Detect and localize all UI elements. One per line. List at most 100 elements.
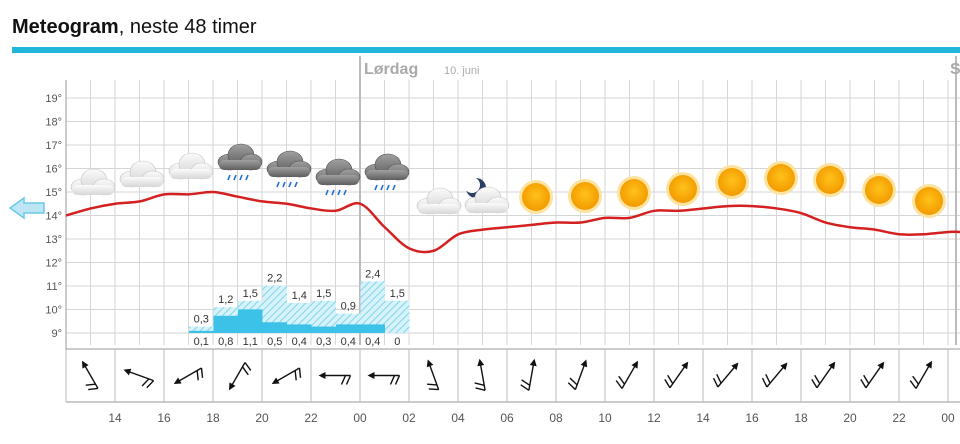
x-tick-label: 14 [696, 411, 710, 425]
wind-head [477, 358, 485, 367]
precip-bar-min [238, 309, 263, 333]
wind-arrow-icon [615, 360, 638, 389]
day-date: 10. juni [444, 65, 479, 77]
wind-barb [664, 378, 671, 389]
sun-disc [669, 175, 697, 203]
cloud-base [121, 177, 163, 187]
wind-barb [811, 378, 818, 389]
sun-disc [915, 187, 943, 215]
x-tick-label: 12 [647, 411, 661, 425]
wind-barb [345, 375, 352, 385]
x-tick-label: 08 [549, 411, 563, 425]
rain-drop [282, 181, 286, 188]
cloud-base [366, 170, 408, 180]
wind-barb [860, 378, 867, 389]
cloud-rain-icon [315, 158, 361, 196]
nav-arrow-shape[interactable] [8, 196, 45, 220]
precip-bar-min [336, 324, 361, 333]
y-tick-label: 11° [46, 281, 62, 293]
y-tick-label: 15° [45, 187, 62, 199]
wind-barb [475, 387, 486, 391]
wind-barb [146, 380, 155, 389]
precip-max-label: 2,2 [267, 273, 282, 285]
wind-arrow-icon [520, 358, 537, 391]
wind-head [681, 361, 689, 370]
rain-drop [227, 174, 231, 181]
sun-icon [666, 172, 700, 206]
wind-barb [569, 377, 578, 386]
x-tick-label: 18 [794, 411, 808, 425]
wind-arrow-icon [229, 362, 252, 391]
x-tick-label: 22 [892, 411, 906, 425]
wind-barb [474, 382, 485, 387]
sun-icon [519, 180, 553, 214]
y-tick-label: 13° [45, 234, 62, 246]
wind-barb [761, 377, 768, 388]
wind-head [631, 360, 638, 369]
y-tick-label: 16° [45, 164, 62, 176]
wind-barb [567, 382, 576, 391]
wind-arrow-icon [712, 362, 739, 388]
wind-arrow-icon [909, 360, 932, 389]
wind-barb [863, 374, 870, 385]
x-tick-label: 04 [451, 411, 465, 425]
precip-max-label: 1,5 [243, 288, 258, 300]
rain-drop [386, 184, 390, 191]
title-rest: , neste 48 timer [118, 16, 257, 38]
next-day-label: S [950, 61, 960, 78]
wind-barb [244, 362, 252, 371]
cloud-base [219, 160, 261, 170]
precip-max-label: 0,3 [194, 314, 209, 326]
wind-barb [667, 374, 674, 385]
wind-head [318, 372, 326, 379]
wind-barb [618, 375, 626, 385]
wind-barb [521, 379, 531, 386]
x-tick-label: 18 [206, 411, 220, 425]
cloud-rain-icon [266, 150, 312, 188]
rain-drop [374, 184, 378, 191]
precip-max-label: 1,5 [390, 288, 405, 300]
wind-arrows [82, 358, 932, 391]
rain-drop [392, 184, 396, 191]
sun-icon [715, 165, 749, 199]
wind-barb [294, 370, 297, 381]
precip-bar-min [189, 330, 214, 333]
wind-barb [909, 380, 917, 389]
wind-barb [141, 378, 150, 387]
precip-min-label: 0,4 [341, 336, 356, 348]
nav-layer[interactable] [8, 196, 45, 220]
x-tick-label: 10 [598, 411, 612, 425]
moon-cut [464, 177, 480, 193]
wind-arrow-icon [82, 360, 99, 391]
wind-barb [716, 374, 722, 384]
precip-bar-min [287, 324, 312, 333]
sun-icon [862, 173, 896, 207]
y-tick-label: 9° [51, 328, 62, 340]
cloud-base [418, 204, 460, 214]
wind-barb [85, 383, 96, 386]
rain-drop [288, 181, 292, 188]
wind-barb [765, 374, 771, 384]
sun-disc [865, 176, 893, 204]
precip-min-label: 0,3 [316, 336, 331, 348]
axis-labels: 9° 10° 11° 12° 13° 14° 15° 16° 17° 18° 19° 14 16 18 20… [45, 61, 960, 425]
wind-shaft [82, 362, 99, 389]
precip-bar-min [213, 315, 238, 333]
sun-icon [568, 179, 602, 213]
x-tick-label: 16 [157, 411, 171, 425]
x-tick-label: 20 [843, 411, 857, 425]
grid [65, 56, 960, 403]
precip-max-label: 2,4 [365, 268, 380, 280]
sun-disc [767, 164, 795, 192]
wind-barb [428, 388, 439, 391]
sun-icon [912, 184, 946, 218]
cloud-rain-icon [217, 143, 263, 181]
precip-max-label: 1,4 [292, 290, 307, 302]
sun-disc [571, 182, 599, 210]
wind-barb [298, 367, 302, 378]
precip-min-label: 1,1 [243, 336, 258, 348]
day-label: Lørdag [364, 61, 418, 78]
arrow-left-icon[interactable] [8, 196, 45, 220]
cloud-icon [416, 187, 462, 215]
